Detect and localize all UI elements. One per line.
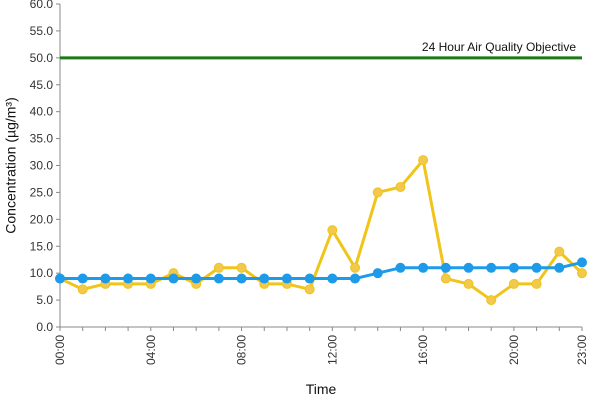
- series-2-point: [418, 262, 429, 273]
- y-tick-label: 5.0: [36, 293, 53, 307]
- series-2-point: [100, 273, 111, 284]
- series-2-point: [577, 257, 587, 268]
- y-tick-label: 35.0: [30, 132, 54, 146]
- series-1-point: [77, 284, 88, 295]
- series-1-point: [577, 268, 587, 279]
- series-2-point: [327, 273, 338, 284]
- series-1-point: [463, 278, 474, 289]
- series-2-point: [486, 262, 497, 273]
- series-2-line: [60, 260, 583, 281]
- y-axis-title: Concentration (µg/m³): [3, 97, 19, 233]
- y-tick-label: 60.0: [30, 0, 54, 11]
- y-tick-label: 40.0: [30, 105, 54, 119]
- series-2-point: [395, 262, 406, 273]
- series-layer: [55, 155, 587, 306]
- series-2-point: [55, 273, 65, 284]
- series-1-point: [486, 295, 497, 306]
- x-axis-title: Time: [306, 381, 337, 397]
- series-2-point: [191, 273, 202, 284]
- series-1-point: [213, 262, 224, 273]
- x-tick-label: 04:00: [144, 335, 158, 365]
- series-2-point: [440, 262, 451, 273]
- series-1-point: [508, 278, 519, 289]
- series-2-point: [281, 273, 292, 284]
- series-1-point: [304, 284, 315, 295]
- series-2-point: [236, 273, 247, 284]
- series-2-point: [145, 273, 156, 284]
- y-tick-label: 55.0: [30, 24, 54, 38]
- series-1-point: [327, 225, 338, 236]
- x-tick-label: 08:00: [235, 335, 249, 365]
- series-1-point: [531, 278, 542, 289]
- series-1-point: [440, 273, 451, 284]
- y-tick-label: 25.0: [30, 185, 54, 199]
- x-tick-label: 23:00: [575, 335, 589, 365]
- air-quality-objective-label: 24 Hour Air Quality Objective: [422, 40, 576, 54]
- series-2-point: [213, 273, 224, 284]
- y-tick-label: 10.0: [30, 266, 54, 280]
- series-1-point: [418, 155, 429, 166]
- y-tick-label: 45.0: [30, 78, 54, 92]
- series-2-point: [350, 273, 361, 284]
- series-1-point: [395, 182, 406, 193]
- series-2-point: [304, 273, 315, 284]
- y-tick-label: 0.0: [36, 320, 53, 334]
- series-1-point: [554, 246, 565, 257]
- series-2-point: [554, 262, 565, 273]
- y-tick-label: 15.0: [30, 239, 54, 253]
- x-tick-label: 00:00: [53, 335, 67, 365]
- x-tick-label: 16:00: [416, 335, 430, 365]
- y-tick-label: 20.0: [30, 212, 54, 226]
- series-2-point: [168, 273, 179, 284]
- series-2-point: [259, 273, 270, 284]
- series-1-point: [236, 262, 247, 273]
- series-1-point: [350, 262, 361, 273]
- series-2-point: [508, 262, 519, 273]
- x-tick-label: 20:00: [507, 335, 521, 365]
- y-tick-label: 50.0: [30, 51, 54, 65]
- series-2-point: [463, 262, 474, 273]
- series-2-point: [531, 262, 542, 273]
- series-2-point: [123, 273, 134, 284]
- y-tick-label: 30.0: [30, 159, 54, 173]
- x-axis-ticks: 00:00 04:00 08:00 12:00 16:00 20:00 23:00: [53, 327, 589, 365]
- y-axis-ticks: 0.0 5.0 10.0 15.0 20.0 25.0 30.0 35.0 40.0 45.0 50…: [30, 0, 60, 334]
- series-2-point: [372, 268, 383, 279]
- series-2-point: [77, 273, 88, 284]
- x-tick-label: 12:00: [325, 335, 339, 365]
- series-1-point: [372, 187, 383, 198]
